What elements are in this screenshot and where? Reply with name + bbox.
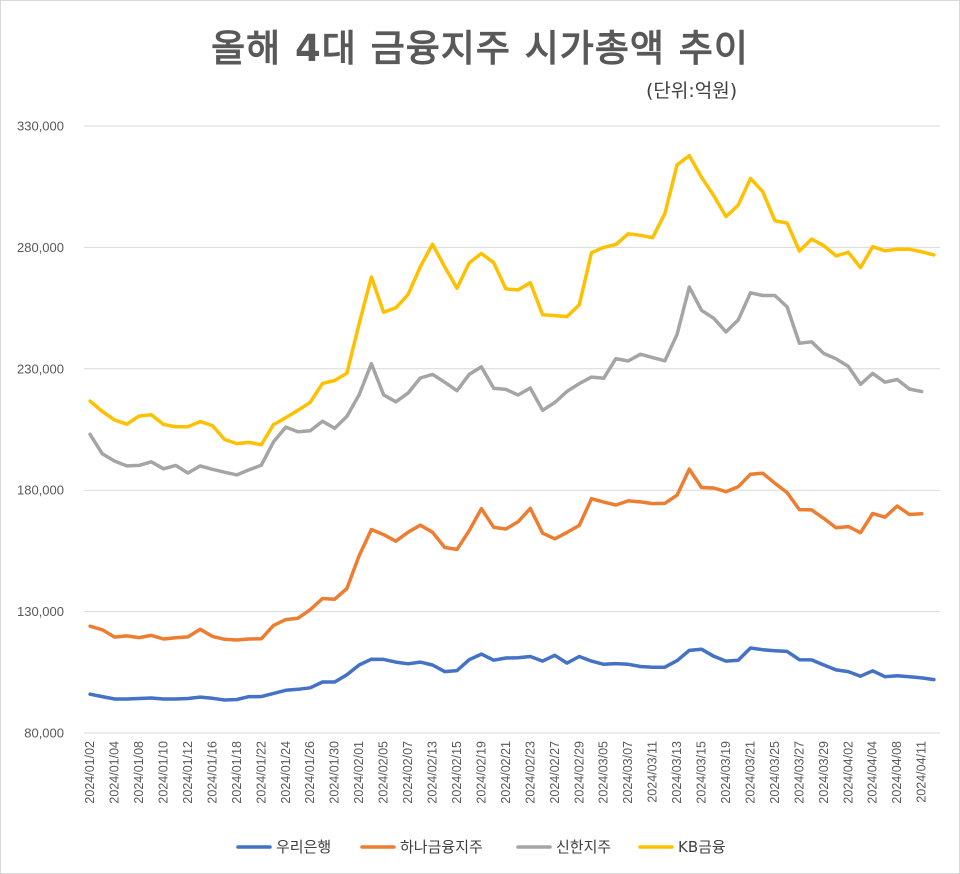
x-tick-label: 2024/02/13 <box>426 741 440 804</box>
gridlines <box>84 125 940 734</box>
legend-label: 하나금융지주 <box>400 838 483 856</box>
legend-label: 우리은행 <box>276 838 331 856</box>
x-tick-label: 2024/01/26 <box>303 741 317 804</box>
x-tick-label: 2024/01/18 <box>230 741 244 804</box>
x-tick-label: 2024/01/12 <box>181 741 195 804</box>
x-tick-label: 2024/01/10 <box>156 741 170 804</box>
x-tick-label: 2024/01/16 <box>205 741 219 804</box>
y-tick-label: 280,000 <box>17 240 64 255</box>
legend-label: KB금융 <box>678 838 726 856</box>
x-tick-label: 2024/01/22 <box>254 741 268 804</box>
legend-label: 신한지주 <box>556 838 611 856</box>
x-tick-label: 2024/02/01 <box>352 741 366 804</box>
x-tick-label: 2024/01/02 <box>83 741 97 804</box>
x-tick-label: 2024/02/15 <box>450 741 464 804</box>
x-tick-label: 2024/03/15 <box>695 741 709 804</box>
x-tick-label: 2024/01/24 <box>279 741 293 804</box>
series-lines <box>88 153 936 702</box>
x-tick-label: 2024/01/04 <box>108 741 122 804</box>
x-tick-label: 2024/02/19 <box>474 741 488 804</box>
x-tick-label: 2024/02/21 <box>499 741 513 804</box>
x-tick-label: 2024/03/25 <box>768 741 782 804</box>
x-tick-label: 2024/01/08 <box>132 741 146 804</box>
x-tick-label: 2024/04/02 <box>841 741 855 804</box>
x-tick-label: 2024/03/27 <box>792 741 806 804</box>
x-tick-label: 2024/04/04 <box>866 741 880 804</box>
y-axis-tick-labels: 80,000 130,000 180,000 230,000 280,000 330,00… <box>17 119 64 741</box>
x-tick-label: 2024/03/11 <box>646 741 660 803</box>
legend: 우리은행 하나금융지주 신한지주 KB금융 <box>236 838 726 856</box>
x-tick-label: 2024/03/13 <box>670 741 684 804</box>
x-tick-label: 2024/02/07 <box>401 741 415 804</box>
y-tick-label: 80,000 <box>24 726 64 741</box>
x-tick-label: 2024/04/08 <box>890 741 904 804</box>
x-tick-label: 2024/01/30 <box>328 741 342 804</box>
y-tick-label: 130,000 <box>17 604 64 619</box>
y-tick-label: 180,000 <box>17 483 64 498</box>
x-tick-label: 2024/04/11 <box>915 741 929 803</box>
x-tick-label: 2024/03/19 <box>719 741 733 804</box>
unit-label: (단위:억원) <box>646 80 738 102</box>
series-line-우리은행 <box>88 646 936 702</box>
x-tick-label: 2024/03/05 <box>597 741 611 804</box>
x-tick-label: 2024/02/05 <box>377 741 391 804</box>
y-tick-label: 330,000 <box>17 119 64 134</box>
series-line-하나금융지주 <box>88 467 924 642</box>
x-tick-label: 2024/03/07 <box>621 741 635 804</box>
chart-title: 올해 4대 금융지주 시가총액 추이 <box>211 27 749 70</box>
x-tick-label: 2024/02/29 <box>572 741 586 804</box>
series-line-신한지주 <box>88 285 924 477</box>
x-axis-tick-labels: 2024/01/02 2024/01/04 2024/01/08 2024/01/10… <box>83 741 929 804</box>
x-tick-label: 2024/02/23 <box>523 741 537 804</box>
x-tick-label: 2024/03/29 <box>817 741 831 804</box>
x-tick-label: 2024/03/21 <box>743 741 757 804</box>
y-tick-label: 230,000 <box>17 361 64 376</box>
series-line-KB금융 <box>88 153 936 447</box>
x-tick-label: 2024/02/27 <box>548 741 562 804</box>
